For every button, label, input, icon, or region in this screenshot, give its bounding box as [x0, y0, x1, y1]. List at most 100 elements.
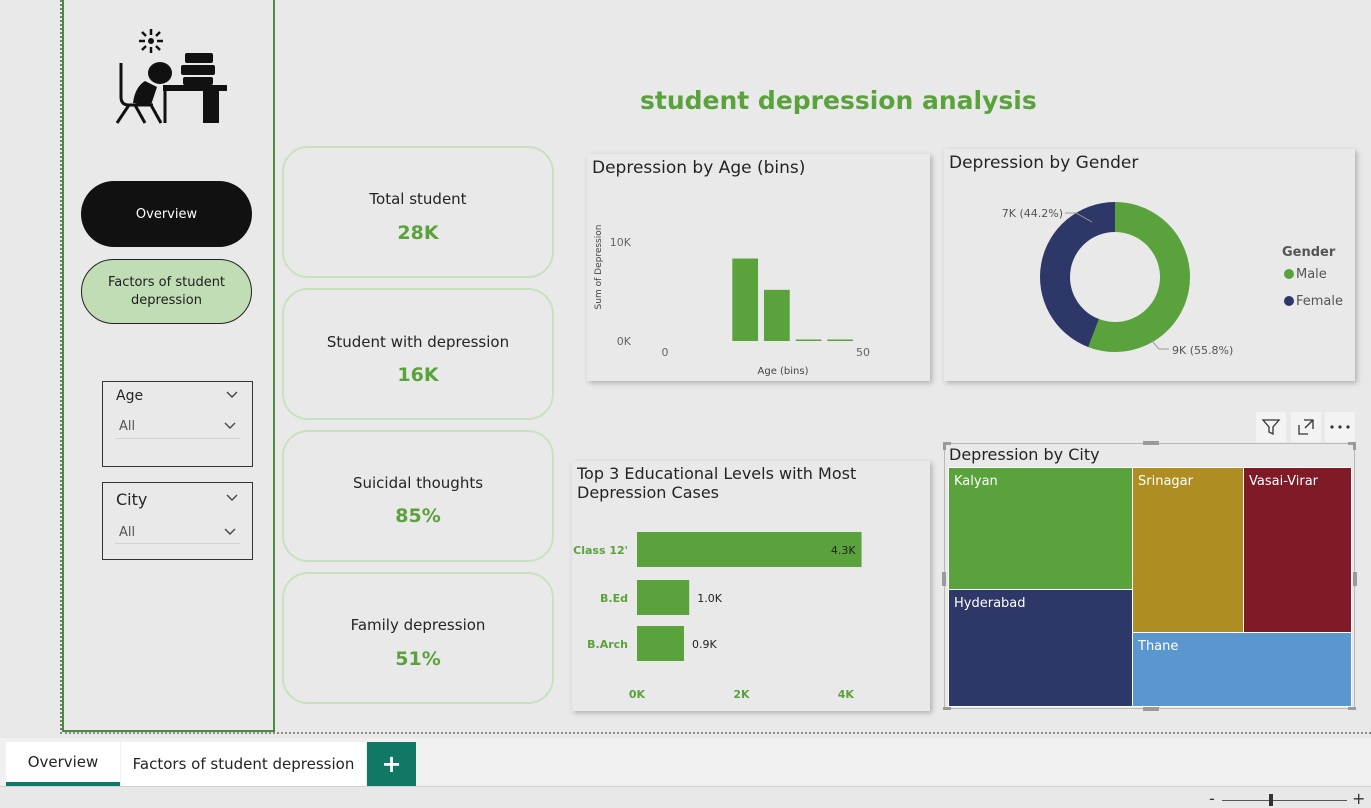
tab-overview[interactable]: Overview: [6, 742, 120, 786]
bar-data-label: 1.0K: [697, 592, 722, 605]
resize-handle[interactable]: [943, 442, 951, 445]
legend-label: Male: [1296, 267, 1327, 282]
depression-by-gender-chart[interactable]: Depression by Gender 7K (44.2%) 9K (55.8%…: [944, 149, 1355, 381]
age-slicer-title: Age: [116, 388, 144, 404]
x-tick-label: 50: [856, 346, 870, 359]
sidebar-border-dotted: [60, 0, 62, 734]
chart-title: Depression by Gender: [949, 153, 1139, 173]
kpi-card-family-depression: Family depression 51%: [282, 572, 554, 704]
status-bar: - +: [0, 786, 1371, 808]
slice-data-label: 7K (44.2%): [1002, 207, 1063, 220]
add-page-button[interactable]: +: [367, 742, 416, 786]
resize-handle[interactable]: [1353, 442, 1356, 450]
resize-handle[interactable]: [1348, 707, 1356, 710]
treemap-cell-vasai-virar[interactable]: Vasai-Virar: [1243, 467, 1352, 633]
resize-handle[interactable]: [1353, 572, 1357, 586]
treemap-cell-label: Vasai-Virar: [1249, 474, 1319, 489]
chevron-down-icon[interactable]: [224, 422, 236, 430]
filter-icon[interactable]: [1256, 412, 1286, 442]
sidebar-panel: [62, 0, 275, 732]
kpi-label: Family depression: [350, 616, 486, 634]
x-tick-label: 0: [662, 346, 669, 359]
stressed-student-logo-icon: [115, 29, 227, 124]
page-title: student depression analysis: [640, 86, 1037, 115]
overview-nav-button[interactable]: Overview: [81, 181, 252, 247]
category-label: B.Arch: [587, 638, 628, 651]
category-label: B.Ed: [600, 592, 628, 605]
donut-slice-female: [1040, 202, 1115, 348]
resize-handle[interactable]: [943, 707, 951, 710]
page-tab-bar: Overview Factors of student depression +: [0, 738, 1371, 786]
slice-data-label: 9K (55.8%): [1172, 344, 1233, 357]
donut-slice-male: [1088, 202, 1190, 352]
leader-line: [1065, 212, 1093, 223]
bar-data-label: 0.9K: [692, 638, 717, 651]
education-bar-2: [637, 626, 684, 661]
more-options-icon[interactable]: [1325, 412, 1355, 442]
zoom-out-button[interactable]: -: [1209, 789, 1215, 808]
dropdown-underline: [115, 438, 240, 439]
legend-label: Female: [1296, 294, 1343, 309]
education-chart-svg: 'Class 12' 4.3K B.Ed 1.0K B.Arch 0.9K 0K 2K 4K: [572, 532, 862, 701]
age-bin-bar-1: [764, 289, 790, 341]
x-tick-label: 2K: [733, 688, 750, 701]
resize-handle[interactable]: [943, 442, 946, 450]
treemap-cell-srinagar[interactable]: Srinagar: [1132, 467, 1244, 633]
treemap-cell-kalyan[interactable]: Kalyan: [948, 467, 1133, 590]
y-tick-label: 10K: [610, 236, 632, 249]
city-slicer[interactable]: City All: [102, 482, 253, 560]
treemap-cell-label: Srinagar: [1138, 474, 1193, 489]
chevron-down-icon[interactable]: [226, 391, 238, 399]
kpi-label: Suicidal thoughts: [352, 474, 484, 492]
y-tick-label: 0K: [617, 335, 632, 348]
kpi-value: 51%: [395, 648, 441, 670]
bar-data-label: 4.3K: [831, 544, 856, 557]
age-bin-bar-2: [795, 339, 822, 341]
focus-mode-icon[interactable]: [1291, 412, 1321, 442]
chevron-down-icon[interactable]: [224, 528, 236, 536]
depression-by-age-chart[interactable]: Depression by Age (bins) 10K 0K 0 50 Age (bi…: [587, 154, 930, 381]
tab-factors-of-student-depression[interactable]: Factors of student depression: [121, 742, 366, 786]
education-levels-chart[interactable]: Top 3 Educational Levels with Most Depre…: [572, 461, 930, 711]
chevron-down-icon[interactable]: [226, 494, 238, 502]
resize-handle[interactable]: [942, 572, 946, 586]
city-slicer-value[interactable]: All: [119, 525, 136, 540]
kpi-label: Student with depression: [326, 333, 510, 351]
legend-marker-female: [1284, 296, 1294, 306]
age-slicer[interactable]: Age All: [102, 381, 253, 467]
treemap-cell-hyderabad[interactable]: Hyderabad: [948, 589, 1133, 707]
depression-by-city-treemap[interactable]: Depression by City Kalyan Hyderabad Srin…: [942, 441, 1357, 711]
chart-title: Depression by Age (bins): [592, 158, 806, 178]
treemap-cell-label: Kalyan: [954, 474, 998, 489]
kpi-card-student-with-depression: Student with depression 16K: [282, 288, 554, 420]
zoom-slider-track[interactable]: [1222, 800, 1347, 801]
kpi-value: 85%: [395, 505, 441, 527]
chart-title: Depression by City: [949, 445, 1100, 464]
x-tick-label: 0K: [629, 688, 646, 701]
y-axis-title: Sum of Depression: [594, 225, 604, 310]
kpi-card-suicidal-thoughts: Suicidal thoughts 85%: [282, 430, 554, 562]
x-tick-label: 4K: [838, 688, 855, 701]
education-bar-0: [637, 532, 862, 567]
factors-nav-button[interactable]: Factors of student depression: [81, 259, 252, 324]
treemap-cell-thane[interactable]: Thane: [1132, 632, 1352, 707]
age-bin-bar-3: [827, 339, 854, 341]
canvas-bottom-border: [60, 732, 1371, 734]
chart-title: Top 3 Educational Levels with Most Depre…: [577, 464, 857, 502]
kpi-value: 28K: [397, 222, 439, 244]
leader-line: [1151, 340, 1169, 350]
age-slicer-value[interactable]: All: [119, 419, 136, 434]
age-chart-svg: 10K 0K 0 50 Age (bins) Sum of Depression: [594, 225, 870, 377]
city-slicer-title: City: [116, 490, 148, 509]
education-bar-1: [637, 580, 690, 615]
legend-marker-male: [1284, 269, 1294, 279]
zoom-slider-thumb[interactable]: [1269, 794, 1273, 806]
gender-chart-svg: 7K (44.2%) 9K (55.8%) Gender Male Female: [1002, 202, 1343, 357]
resize-handle[interactable]: [1348, 442, 1356, 445]
resize-handle[interactable]: [1143, 707, 1159, 711]
dropdown-underline: [115, 543, 240, 544]
zoom-in-button[interactable]: +: [1352, 789, 1366, 808]
age-bin-bar-0: [732, 258, 759, 341]
resize-handle[interactable]: [1143, 441, 1159, 445]
kpi-card-total-student: Total student 28K: [282, 146, 554, 278]
